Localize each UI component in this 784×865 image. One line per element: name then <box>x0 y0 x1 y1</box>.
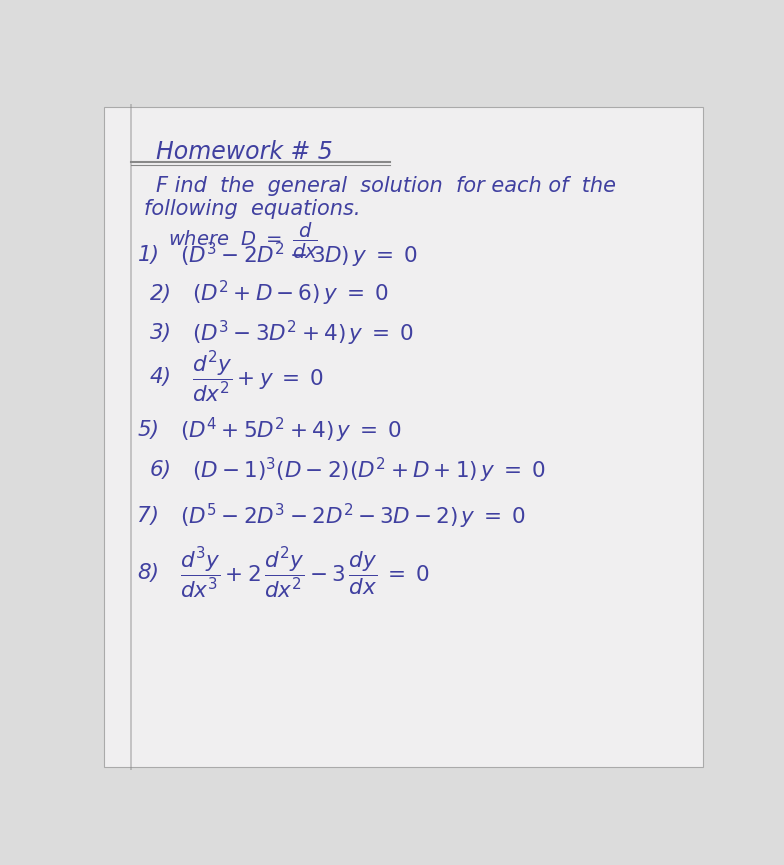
Text: 4): 4) <box>150 367 172 387</box>
Text: $(D^4 + 5D^2 + 4)\,y \;=\; 0$: $(D^4 + 5D^2 + 4)\,y \;=\; 0$ <box>180 415 402 445</box>
Text: 6): 6) <box>150 460 172 480</box>
Text: 2): 2) <box>150 284 172 304</box>
Text: $(D-1)^3(D-2)(D^2+D+1)\,y \;=\; 0$: $(D-1)^3(D-2)(D^2+D+1)\,y \;=\; 0$ <box>192 456 546 484</box>
Text: F ind  the  general  solution  for each of  the: F ind the general solution for each of t… <box>156 176 615 195</box>
Text: following  equations.: following equations. <box>143 199 360 219</box>
Text: Homework # 5: Homework # 5 <box>156 140 332 164</box>
Text: $\dfrac{d^3y}{dx^3} + 2\,\dfrac{d^2y}{dx^2} - 3\,\dfrac{dy}{dx} \;=\; 0$: $\dfrac{d^3y}{dx^3} + 2\,\dfrac{d^2y}{dx… <box>180 546 430 601</box>
Text: $(D^3 - 3D^2 + 4)\,y \;=\; 0$: $(D^3 - 3D^2 + 4)\,y \;=\; 0$ <box>192 318 414 348</box>
Text: 5): 5) <box>137 420 159 440</box>
Text: 7): 7) <box>137 506 159 526</box>
Text: $\dfrac{d^2y}{dx^2} + y \;=\; 0$: $\dfrac{d^2y}{dx^2} + y \;=\; 0$ <box>192 349 325 405</box>
Text: $(D^5 - 2D^3 - 2D^2 - 3D - 2)\,y \;=\; 0$: $(D^5 - 2D^3 - 2D^2 - 3D - 2)\,y \;=\; 0… <box>180 502 526 531</box>
Text: $(D^2 + D - 6)\,y \;=\; 0$: $(D^2 + D - 6)\,y \;=\; 0$ <box>192 279 389 308</box>
Text: where  $\mathit{D}$ $=$ $\dfrac{d}{dx}$: where $\mathit{D}$ $=$ $\dfrac{d}{dx}$ <box>168 221 318 261</box>
Text: 1): 1) <box>137 245 159 265</box>
Text: 8): 8) <box>137 563 159 583</box>
FancyBboxPatch shape <box>104 107 702 766</box>
Text: $(D^3 - 2D^2 - 3D)\,y \;=\; 0$: $(D^3 - 2D^2 - 3D)\,y \;=\; 0$ <box>180 240 418 270</box>
Text: 3): 3) <box>150 323 172 343</box>
